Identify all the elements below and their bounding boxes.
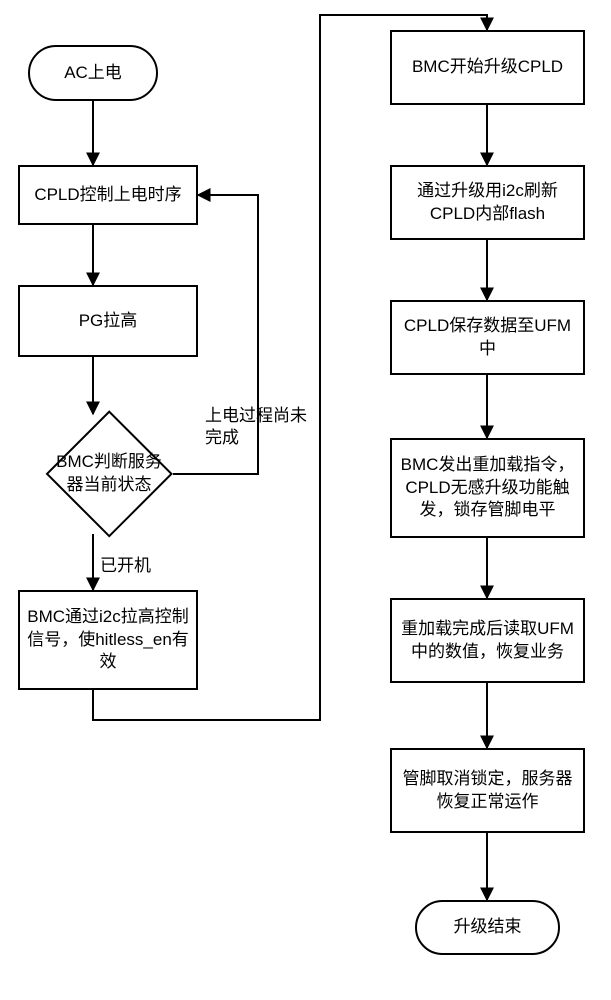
flowchart-terminator-end: 升级结束: [415, 900, 560, 955]
node-label: 重加载完成后读取UFM中的数值，恢复业务: [398, 618, 577, 664]
node-label: 升级结束: [454, 916, 522, 939]
node-label: BMC判断服务器当前状态: [45, 410, 173, 538]
node-label: CPLD控制上电时序: [34, 184, 181, 207]
flowchart-terminator-start: AC上电: [28, 45, 158, 101]
flowchart-process-r4: BMC发出重加载指令，CPLD无感升级功能触发，锁存管脚电平: [390, 438, 585, 538]
flowchart-decision-n3: BMC判断服务器当前状态: [45, 410, 173, 538]
node-label: CPLD保存数据至UFM中: [398, 315, 577, 361]
flowchart-process-n4: BMC通过i2c拉高控制信号，使hitless_en有效: [18, 590, 198, 690]
node-label: 通过升级用i2c刷新CPLD内部flash: [398, 180, 577, 226]
node-label: AC上电: [64, 62, 122, 85]
flowchart-process-r1: BMC开始升级CPLD: [390, 30, 585, 105]
flowchart-process-r5: 重加载完成后读取UFM中的数值，恢复业务: [390, 598, 585, 683]
flowchart-process-r2: 通过升级用i2c刷新CPLD内部flash: [390, 165, 585, 240]
node-label: PG拉高: [79, 310, 138, 333]
edge-label: 已开机: [100, 555, 151, 577]
flowchart-process-r3: CPLD保存数据至UFM中: [390, 300, 585, 375]
flowchart-process-r6: 管脚取消锁定，服务器恢复正常运作: [390, 748, 585, 833]
node-label: BMC通过i2c拉高控制信号，使hitless_en有效: [26, 606, 190, 675]
flowchart-process-n1: CPLD控制上电时序: [18, 165, 198, 225]
flowchart-process-n2: PG拉高: [18, 285, 198, 357]
edge-label: 上电过程尚未完成: [205, 405, 315, 449]
node-label: BMC开始升级CPLD: [412, 56, 563, 79]
node-label: 管脚取消锁定，服务器恢复正常运作: [398, 768, 577, 814]
node-label: BMC发出重加载指令，CPLD无感升级功能触发，锁存管脚电平: [398, 454, 577, 523]
